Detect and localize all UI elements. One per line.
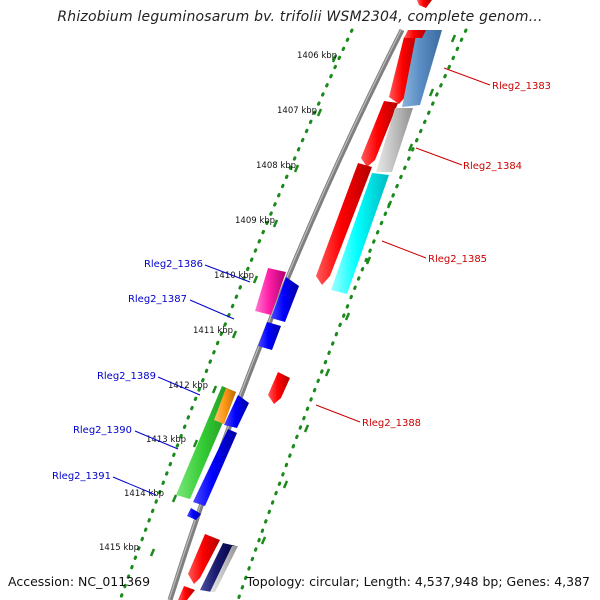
gene-feature-forward-7[interactable] [178, 586, 195, 600]
gene-feature-forward-6[interactable] [200, 543, 236, 592]
gene-feature-forward-3b[interactable] [331, 173, 389, 294]
gene-feature-reverse-1387b[interactable] [258, 322, 281, 350]
gene-feature-reverse-1390b[interactable] [193, 429, 237, 506]
gene-label-rleg2-1388[interactable]: Rleg2_1388 [362, 418, 421, 429]
tick-label-1407: 1407 kbp [277, 106, 317, 116]
right-tick-track [236, 28, 468, 600]
gene-label-rleg2-1389[interactable]: Rleg2_1389 [97, 371, 156, 382]
reverse-label-leaders [112, 264, 251, 496]
reverse-gene-labels: Rleg2_1386 Rleg2_1387 Rleg2_1389 Rleg2_1… [52, 259, 203, 482]
gene-feature-forward-5[interactable] [188, 534, 220, 584]
left-tick-track [118, 28, 354, 600]
gene-label-rleg2-1386[interactable]: Rleg2_1386 [144, 259, 203, 270]
gene-label-rleg2-1384[interactable]: Rleg2_1384 [463, 161, 522, 172]
reverse-strand-genes [176, 268, 299, 520]
gene-feature-forward-1b[interactable] [402, 30, 442, 107]
gene-label-rleg2-1385[interactable]: Rleg2_1385 [428, 254, 487, 265]
gene-feature-forward-1[interactable] [389, 30, 419, 104]
gene-feature-forward-3[interactable] [316, 163, 372, 285]
forward-strand-genes [178, 0, 442, 600]
tick-label-1406: 1406 kbp [297, 51, 337, 61]
accession-text: Accession: NC_011369 [8, 574, 151, 589]
gene-feature-reverse-1386[interactable] [255, 268, 286, 315]
forward-label-leaders [315, 67, 491, 423]
gene-feature-forward-6b[interactable] [210, 546, 238, 592]
tick-label-1412: 1412 kbp [168, 381, 208, 391]
forward-gene-labels: Rleg2_1383 Rleg2_1384 Rleg2_1385 Rleg2_1… [362, 81, 551, 429]
gene-feature-forward-partial[interactable] [417, 0, 432, 8]
gene-feature-forward-1-top[interactable] [404, 30, 426, 38]
map-title: Rhizobium leguminosarum bv. trifolii WSM… [57, 9, 543, 25]
gene-feature-reverse-1390[interactable] [224, 395, 249, 428]
gene-feature-reverse-1389b[interactable] [214, 388, 236, 424]
gene-feature-forward-2b[interactable] [376, 108, 413, 172]
gene-feature-reverse-1391[interactable] [187, 508, 201, 520]
gene-label-rleg2-1383[interactable]: Rleg2_1383 [492, 81, 551, 92]
left-track-dashes [149, 54, 338, 557]
gene-feature-forward-2[interactable] [361, 101, 398, 167]
right-track-dashes [260, 34, 457, 545]
topology-text: Topology: circular; Length: 4,537,948 bp… [246, 574, 590, 589]
gene-feature-reverse-1387[interactable] [271, 277, 299, 322]
tick-label-1414: 1414 kbp [124, 489, 164, 499]
tick-label-1413: 1413 kbp [146, 435, 186, 445]
gene-label-rleg2-1391[interactable]: Rleg2_1391 [52, 471, 111, 482]
tick-label-1409: 1409 kbp [235, 216, 275, 226]
tick-label-1408: 1408 kbp [256, 161, 296, 171]
tick-label-1415: 1415 kbp [99, 543, 139, 553]
gene-feature-forward-4[interactable] [268, 372, 290, 404]
gene-label-rleg2-1390[interactable]: Rleg2_1390 [73, 425, 132, 436]
gene-label-rleg2-1387[interactable]: Rleg2_1387 [128, 294, 187, 305]
tick-label-1411: 1411 kbp [193, 326, 233, 336]
